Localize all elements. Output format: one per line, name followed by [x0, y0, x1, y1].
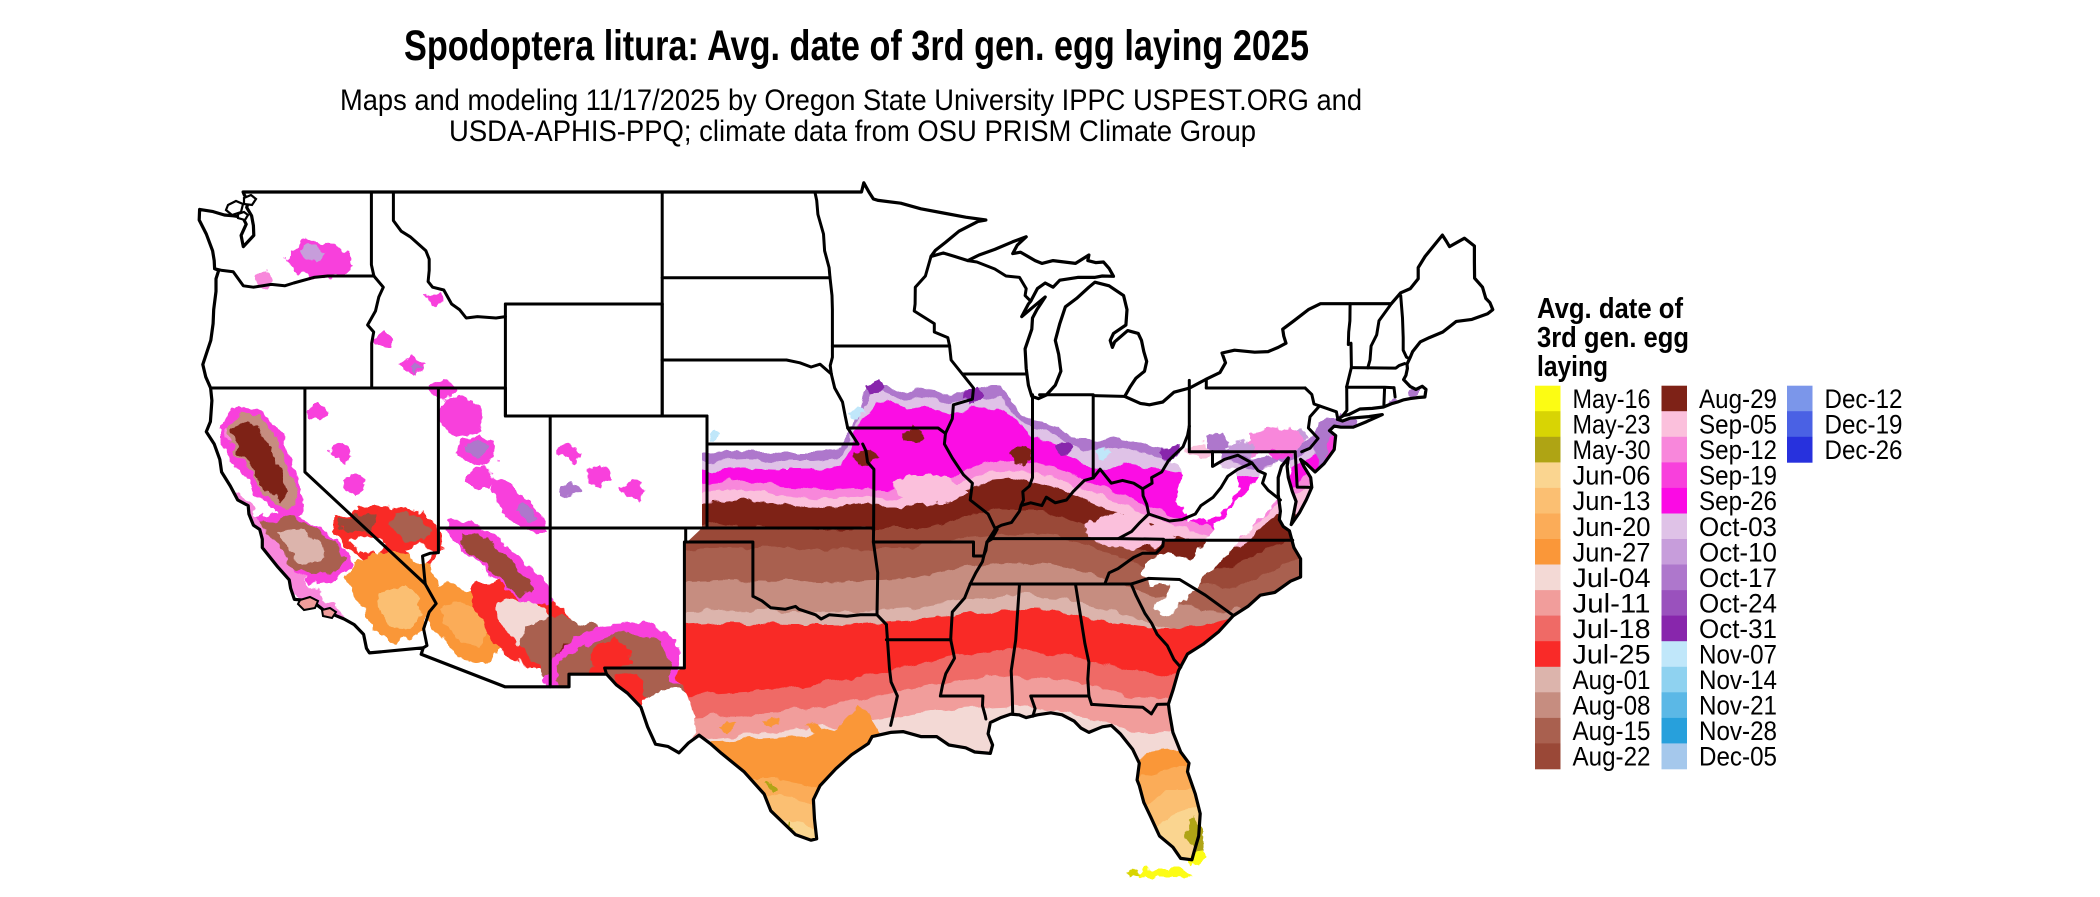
svg-text:Jul-04: Jul-04	[1573, 563, 1651, 593]
svg-text:Aug-29: Aug-29	[1699, 384, 1777, 414]
svg-text:Oct-31: Oct-31	[1699, 614, 1777, 644]
svg-text:3rd gen. egg: 3rd gen. egg	[1537, 322, 1689, 354]
svg-text:Jun-13: Jun-13	[1573, 486, 1651, 516]
svg-text:Jun-20: Jun-20	[1573, 512, 1651, 542]
svg-text:Dec-05: Dec-05	[1699, 742, 1777, 772]
svg-text:May-30: May-30	[1573, 435, 1651, 465]
svg-text:Sep-05: Sep-05	[1699, 410, 1777, 440]
svg-text:Maps and modeling 11/17/2025 b: Maps and modeling 11/17/2025 by Oregon S…	[340, 84, 1362, 117]
svg-text:Jun-06: Jun-06	[1573, 461, 1651, 491]
svg-text:Aug-08: Aug-08	[1573, 691, 1651, 721]
svg-text:Jul-25: Jul-25	[1573, 640, 1651, 670]
svg-text:Nov-28: Nov-28	[1699, 716, 1777, 746]
svg-text:Nov-07: Nov-07	[1699, 640, 1777, 670]
svg-text:Jun-27: Jun-27	[1573, 537, 1651, 567]
svg-text:Sep-19: Sep-19	[1699, 461, 1777, 491]
svg-text:May-16: May-16	[1573, 384, 1651, 414]
svg-text:Spodoptera litura: Avg. date o: Spodoptera litura: Avg. date of 3rd gen.…	[404, 22, 1309, 70]
svg-text:USDA-APHIS-PPQ; climate data f: USDA-APHIS-PPQ; climate data from OSU PR…	[449, 115, 1256, 148]
svg-text:Dec-26: Dec-26	[1825, 435, 1903, 465]
svg-text:Nov-14: Nov-14	[1699, 665, 1777, 695]
svg-text:Dec-19: Dec-19	[1825, 410, 1903, 440]
svg-text:Sep-12: Sep-12	[1699, 435, 1777, 465]
svg-text:Avg. date of: Avg. date of	[1537, 293, 1683, 325]
svg-text:Jul-11: Jul-11	[1573, 588, 1651, 618]
svg-text:Oct-10: Oct-10	[1699, 537, 1777, 567]
svg-text:Jul-18: Jul-18	[1573, 614, 1651, 644]
svg-text:Aug-22: Aug-22	[1573, 742, 1651, 772]
svg-text:May-23: May-23	[1573, 410, 1651, 440]
svg-text:Sep-26: Sep-26	[1699, 486, 1777, 516]
svg-text:Aug-01: Aug-01	[1573, 665, 1651, 695]
svg-text:Oct-17: Oct-17	[1699, 563, 1777, 593]
svg-text:Oct-24: Oct-24	[1699, 588, 1777, 618]
svg-text:Nov-21: Nov-21	[1699, 691, 1777, 721]
svg-text:Aug-15: Aug-15	[1573, 716, 1651, 746]
svg-text:Dec-12: Dec-12	[1825, 384, 1903, 414]
svg-text:laying: laying	[1537, 351, 1608, 383]
svg-text:Oct-03: Oct-03	[1699, 512, 1777, 542]
